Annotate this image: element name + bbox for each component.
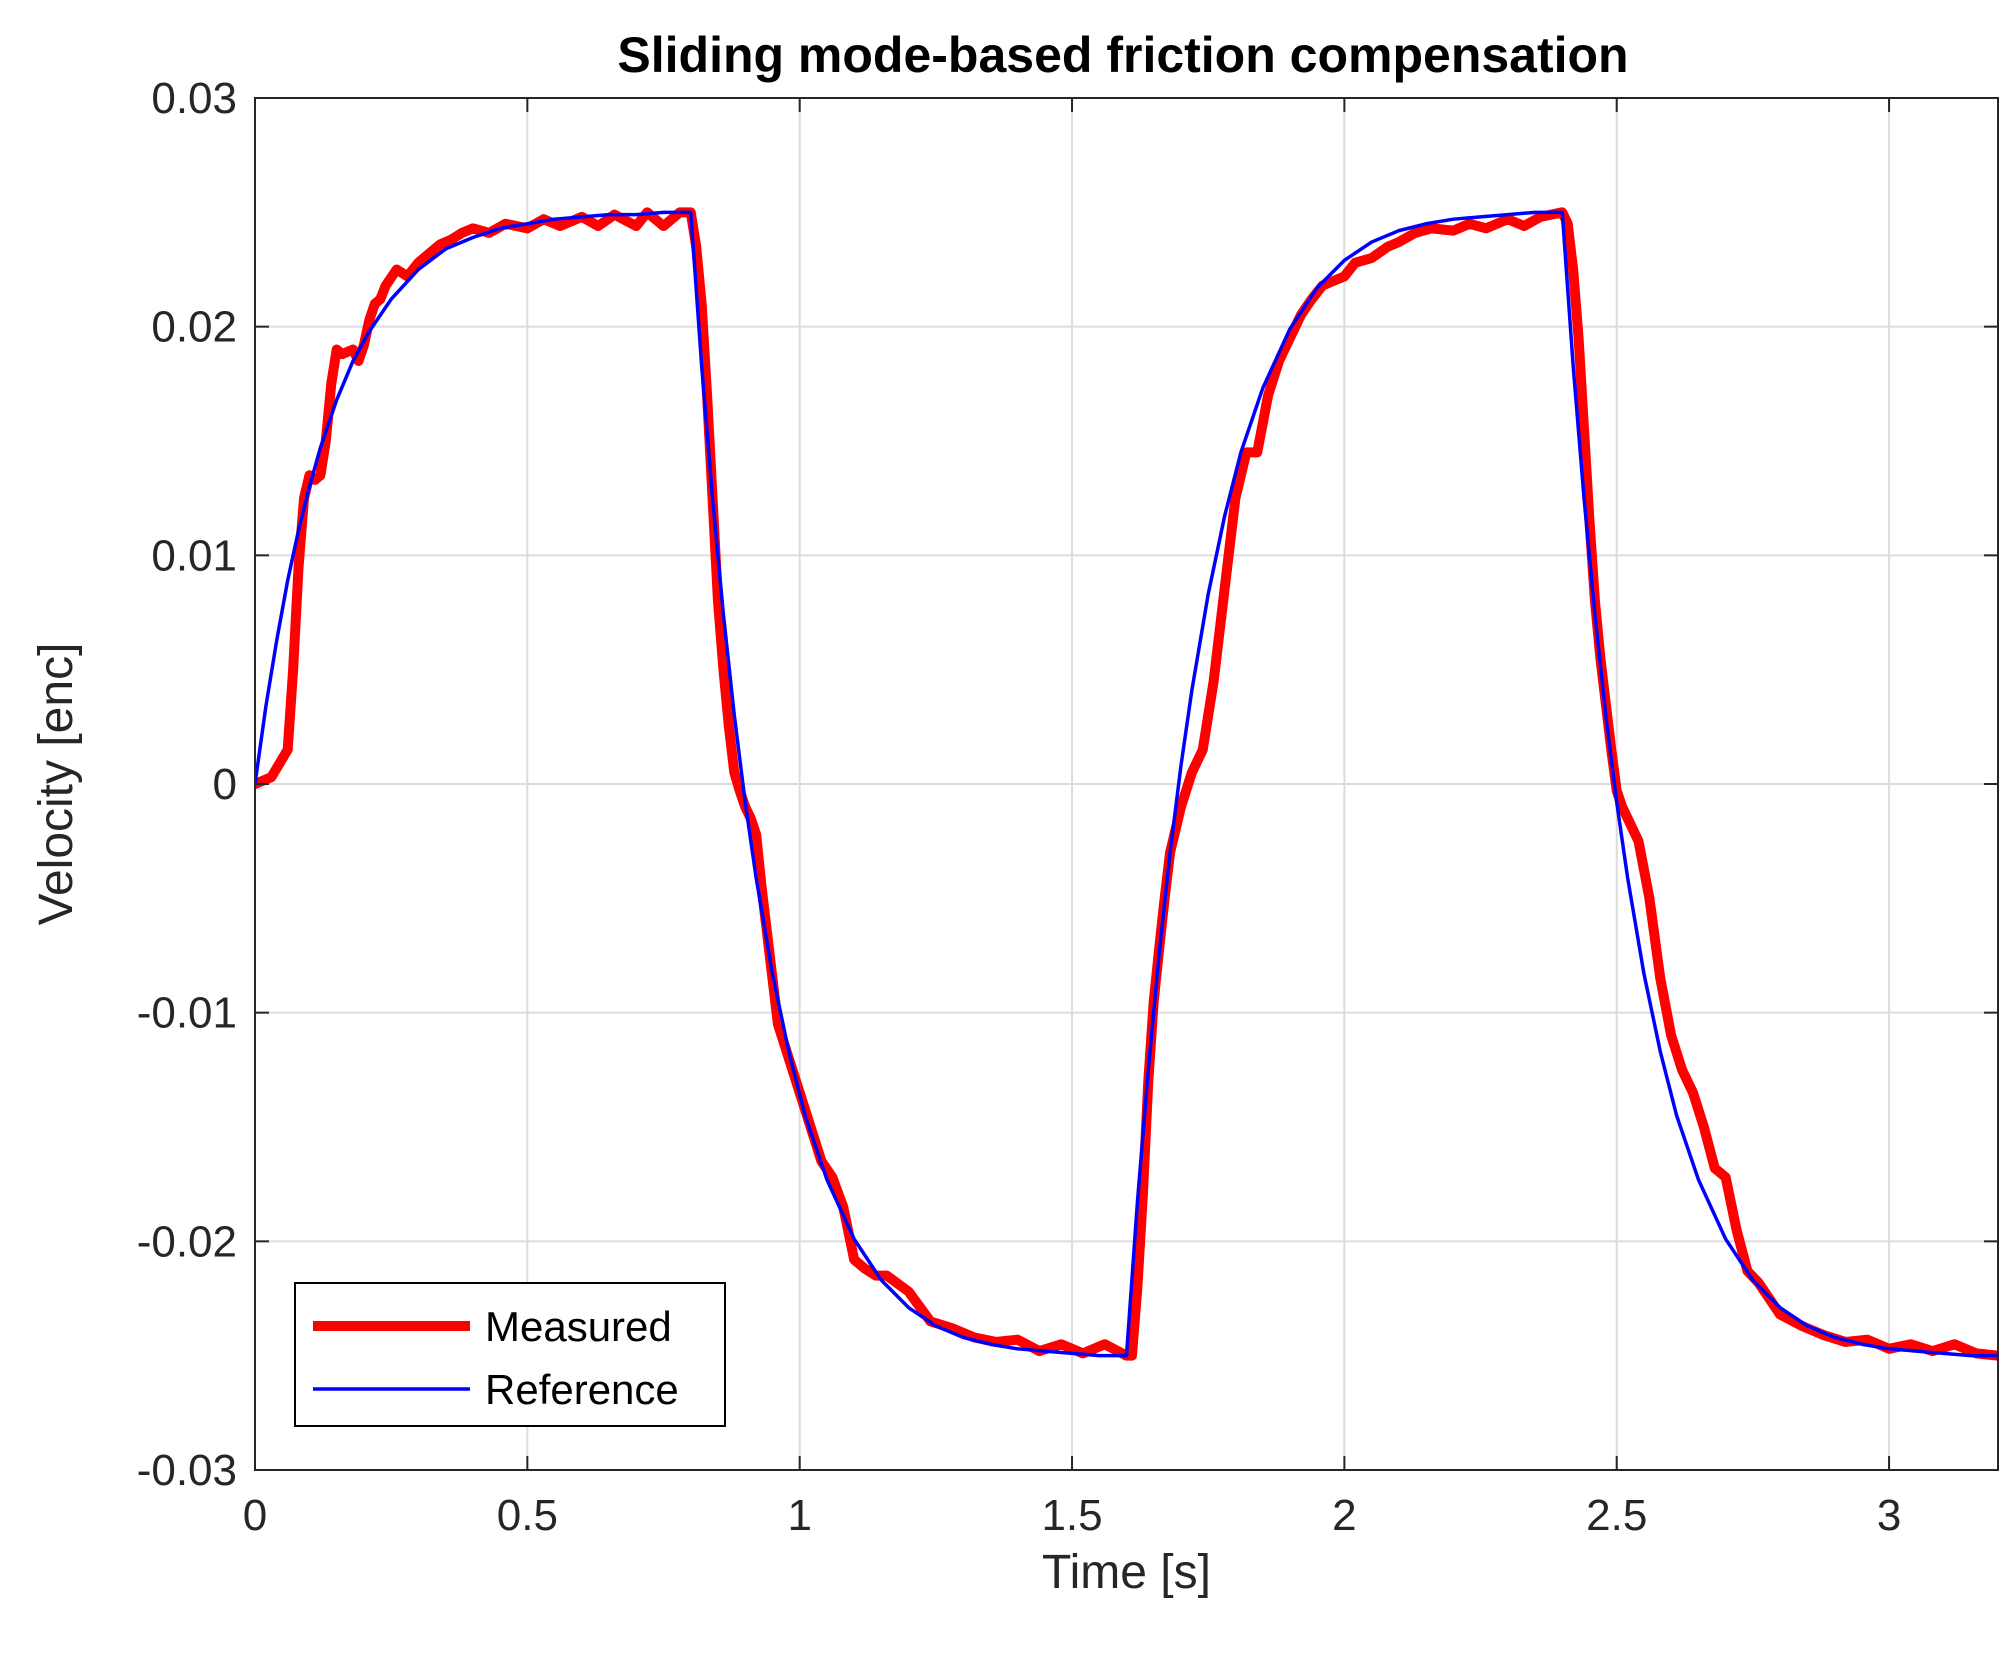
y-axis-label: Velocity [enc] xyxy=(30,643,83,926)
x-axis-label: Time [s] xyxy=(1042,1546,1211,1599)
series-layer xyxy=(255,207,1998,1361)
x-tick-label: 0.5 xyxy=(497,1491,558,1540)
y-tick-label: 0.01 xyxy=(151,531,237,580)
x-tick-label: 3 xyxy=(1877,1491,1901,1540)
y-tick-label: -0.02 xyxy=(137,1217,237,1266)
y-tick-label: -0.03 xyxy=(137,1446,237,1495)
series-line-reference xyxy=(255,210,1998,1358)
x-ticks: 0 0.5 1 1.5 2 2.5 3 xyxy=(243,98,1901,1540)
y-tick-label: 0 xyxy=(213,760,237,809)
y-tick-label: 0.02 xyxy=(151,303,237,352)
legend-label-reference: Reference xyxy=(485,1366,679,1413)
y-tick-label: 0.03 xyxy=(151,74,237,123)
x-tick-label: 2 xyxy=(1332,1491,1356,1540)
series-line-measured xyxy=(255,207,1998,1361)
legend-box xyxy=(294,1282,726,1427)
legend-label-measured: Measured xyxy=(485,1303,672,1350)
y-ticks: -0.03 -0.02 -0.01 0 0.01 0.02 0.03 xyxy=(137,74,1998,1495)
y-tick-label: -0.01 xyxy=(137,989,237,1038)
x-tick-label: 2.5 xyxy=(1586,1491,1647,1540)
chart-title: Sliding mode-based friction compensation xyxy=(617,27,1628,83)
x-tick-label: 1.5 xyxy=(1041,1491,1102,1540)
x-tick-label: 1 xyxy=(787,1491,811,1540)
legend: Measured Reference xyxy=(294,1282,726,1427)
x-tick-label: 0 xyxy=(243,1491,267,1540)
